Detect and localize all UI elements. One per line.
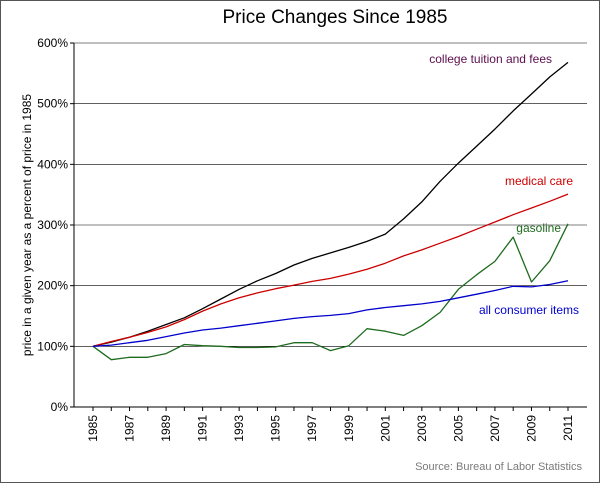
series-line-medical-care bbox=[92, 193, 569, 347]
x-tick-label: 1991 bbox=[196, 415, 210, 442]
y-axis-label: price in a given year as a percent of pr… bbox=[20, 94, 34, 356]
x-tick-label: 1999 bbox=[342, 415, 356, 442]
y-tick-label: 500% bbox=[37, 97, 68, 111]
x-tick-label: 2003 bbox=[415, 415, 429, 442]
x-tick-label: 2007 bbox=[488, 415, 502, 442]
series-label-all-consumer-items: all consumer items bbox=[479, 303, 579, 317]
series-line-gasoline bbox=[92, 223, 569, 361]
series-label-college-tuition: college tuition and fees bbox=[429, 52, 552, 66]
x-tick-label: 1987 bbox=[123, 415, 137, 442]
series-label-gasoline: gasoline bbox=[516, 221, 561, 235]
series-lines bbox=[92, 61, 569, 361]
x-tick-label: 1995 bbox=[269, 415, 283, 442]
source-note: Source: Bureau of Labor Statistics bbox=[415, 461, 582, 473]
x-tick-label: 1989 bbox=[159, 415, 173, 442]
y-tick-labels: 0% 100% 200% 300% 400% 500% 600% bbox=[37, 36, 74, 414]
x-tick-label: 2005 bbox=[451, 415, 465, 442]
series-line-all-consumer-items bbox=[92, 280, 569, 347]
y-tick-label: 300% bbox=[37, 218, 68, 232]
gridlines bbox=[74, 42, 587, 347]
x-tick-label: 2001 bbox=[378, 415, 392, 442]
y-tick-label: 0% bbox=[51, 400, 69, 414]
x-tick-label: 1985 bbox=[86, 415, 100, 442]
chart-title: Price Changes Since 1985 bbox=[223, 7, 448, 28]
x-tick-labels: 1985 1987 1989 1991 1993 1995 1997 1999 2001 2003… bbox=[86, 407, 575, 442]
y-tick-label: 600% bbox=[37, 36, 68, 50]
series-label-medical-care: medical care bbox=[505, 174, 573, 188]
y-tick-label: 400% bbox=[37, 157, 68, 171]
series-line-college-tuition-and-fees bbox=[92, 61, 569, 347]
x-tick-label: 1997 bbox=[305, 415, 319, 442]
x-tick-label: 2011 bbox=[561, 415, 575, 441]
x-tick-label: 2009 bbox=[524, 415, 538, 442]
x-tick-label: 1993 bbox=[232, 415, 246, 442]
y-tick-label: 200% bbox=[37, 279, 68, 293]
y-tick-label: 100% bbox=[37, 339, 68, 353]
